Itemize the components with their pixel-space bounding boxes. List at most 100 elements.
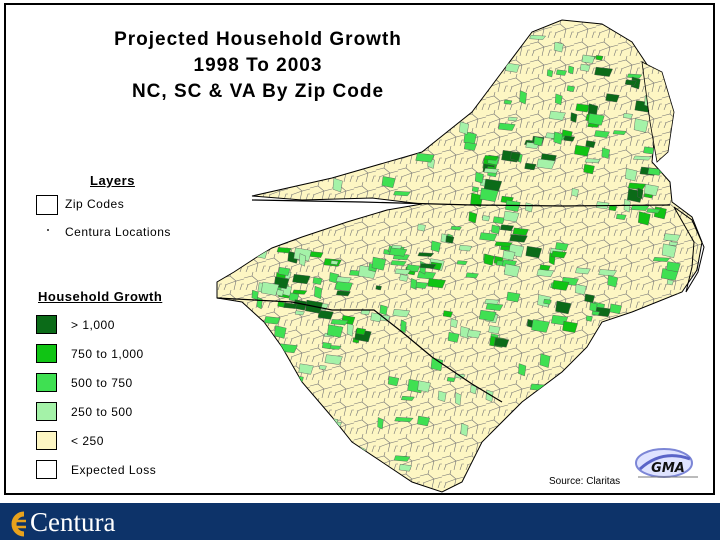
- zip-growth-patch: [393, 190, 411, 197]
- zip-growth-patch: [479, 309, 497, 322]
- zip-growth-patch: [313, 135, 322, 146]
- zip-growth-patch: [479, 232, 498, 242]
- zip-growth-patch: [555, 300, 572, 315]
- zip-growth-patch: [455, 392, 462, 406]
- zip-growth-patch: [400, 395, 415, 401]
- zip-growth-patch: [390, 260, 407, 266]
- zip-growth-patch: [312, 277, 323, 285]
- zip-growth-patch: [601, 147, 611, 159]
- outer-banks: [673, 206, 705, 293]
- zip-growth-patch: [463, 141, 477, 151]
- zip-growth-patch: [595, 55, 604, 61]
- zip-growth-patch: [437, 104, 454, 116]
- zip-growth-patch: [283, 447, 295, 454]
- zip-growth-patch: [483, 155, 500, 161]
- zip-growth-patch: [233, 458, 252, 468]
- zip-growth-patch: [533, 136, 544, 147]
- zip-growth-patch: [332, 177, 343, 193]
- zip-growth-patch: [643, 183, 659, 196]
- va-nc-border: [251, 199, 671, 207]
- zip-growth-patch: [578, 436, 595, 451]
- centura-logo-wordmark: Centura: [30, 507, 116, 537]
- zip-growth-patch: [415, 152, 435, 163]
- zip-growth-patch: [308, 103, 315, 117]
- zip-growth-patch: [584, 293, 595, 304]
- title-line-2: 1998 To 2003: [193, 55, 323, 76]
- zip-growth-patch: [571, 187, 579, 197]
- zip-growth-patch: [652, 257, 671, 262]
- zip-growth-patch: [622, 113, 634, 119]
- zip-growth-patch: [510, 151, 521, 162]
- growth-swatch: [36, 315, 57, 334]
- zip-growth-patch: [276, 247, 292, 254]
- zip-growth-patch: [467, 329, 482, 339]
- zip-growth-patch: [605, 93, 620, 103]
- nc-sc-border: [216, 297, 503, 403]
- zip-growth-patch: [450, 225, 462, 231]
- zip-growth-patch: [574, 144, 591, 157]
- zip-growth-patch: [579, 63, 591, 72]
- growth-class-label: Expected Loss: [71, 463, 157, 477]
- zip-growth-patch: [638, 211, 651, 226]
- zip-growth-patch: [360, 130, 379, 143]
- zip-growth-patch: [666, 261, 681, 273]
- zip-growth-patch: [498, 122, 516, 131]
- zip-growth-patch: [554, 93, 563, 106]
- zip-growth-patch: [238, 420, 253, 428]
- zip-growth-patch: [506, 291, 521, 303]
- zip-growth-patch: [591, 310, 600, 316]
- zip-growth-patch: [399, 274, 409, 282]
- zip-growth-patch: [387, 376, 400, 387]
- zip-growth-patch: [474, 171, 484, 184]
- zip-growth-patch: [447, 331, 460, 343]
- zip-growth-patch: [292, 274, 311, 285]
- zip-growth-patch: [400, 319, 407, 334]
- layers-heading: Layers: [90, 173, 135, 188]
- zip-growth-patch: [670, 164, 682, 174]
- title-line-3: NC, SC & VA By Zip Code: [131, 81, 385, 102]
- zip-growth-patch: [629, 398, 648, 407]
- zip-growth-patch: [686, 204, 702, 209]
- zip-growth-patch: [503, 210, 520, 223]
- zip-growth-patch: [609, 303, 622, 315]
- zip-growth-patch: [500, 224, 515, 232]
- zip-growth-patch: [625, 168, 638, 182]
- growth-class-label: > 1,000: [71, 318, 115, 332]
- zip-growth-patch: [551, 250, 567, 259]
- zip-growth-patch: [314, 285, 323, 300]
- zip-growth-patch: [321, 342, 332, 350]
- zip-growth-patch: [335, 276, 352, 283]
- zip-growth-patch: [657, 364, 666, 375]
- zip-growth-patch: [460, 422, 469, 437]
- centura-c-mark-icon: [11, 511, 26, 537]
- zip-growth-patch: [245, 210, 258, 223]
- zip-growth-patch: [283, 302, 298, 309]
- zip-growth-patch: [465, 272, 479, 279]
- zip-growth-patch: [633, 118, 649, 133]
- zip-growth-patch: [459, 326, 471, 339]
- zip-growth-patch: [646, 208, 661, 214]
- zip-growth-patch: [336, 290, 351, 297]
- zip-growth-patch: [589, 302, 598, 312]
- zip-codes-label: Zip Codes: [65, 197, 125, 211]
- zip-growth-patch: [264, 316, 281, 325]
- zip-growth-patch: [548, 110, 566, 121]
- zip-growth-patch: [494, 241, 513, 247]
- zip-growth-patch: [323, 420, 343, 430]
- zip-growth-patch: [293, 247, 313, 262]
- centura-locations-label: Centura Locations: [65, 225, 171, 239]
- zip-growth-patch: [585, 315, 593, 322]
- zip-growth-patch: [594, 66, 613, 77]
- growth-swatch: [36, 344, 57, 363]
- zip-growth-patch: [632, 155, 653, 161]
- zip-growth-patch: [305, 431, 321, 446]
- zip-growth-patch: [417, 252, 435, 257]
- zip-growth-patch: [317, 309, 334, 320]
- zip-growth-patch: [417, 223, 426, 232]
- zip-growth-patch: [458, 244, 473, 252]
- zip-growth-patch: [663, 233, 681, 242]
- footer-bar: [0, 503, 720, 540]
- zip-growth-patch: [274, 325, 287, 339]
- zip-growth-patch: [365, 140, 373, 155]
- growth-class-label: < 250: [71, 434, 104, 448]
